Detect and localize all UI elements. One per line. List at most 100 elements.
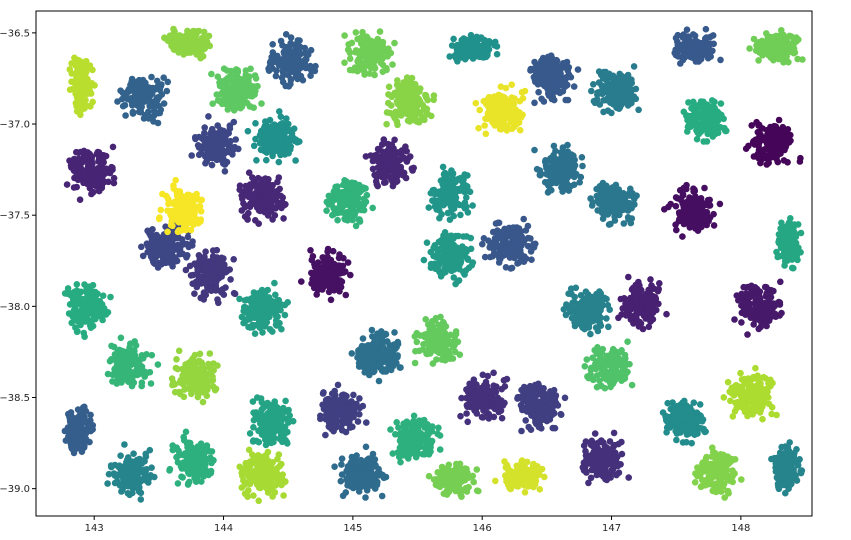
point [606, 306, 613, 314]
point [292, 157, 299, 164]
point [223, 268, 230, 275]
point [699, 116, 707, 123]
point [536, 171, 544, 179]
point [450, 249, 458, 257]
point [229, 151, 236, 158]
point [690, 185, 697, 192]
point [383, 109, 391, 116]
point [63, 181, 71, 188]
point [383, 66, 390, 74]
point [690, 203, 697, 211]
point [548, 95, 556, 103]
point [628, 79, 635, 87]
point [256, 196, 264, 204]
point [234, 73, 241, 80]
point [435, 206, 443, 214]
point [413, 90, 420, 98]
point [406, 102, 413, 110]
point [282, 82, 290, 90]
point [502, 84, 510, 92]
point [615, 314, 622, 322]
point [342, 291, 350, 299]
point [435, 197, 442, 204]
cluster-26 [420, 229, 477, 288]
point [229, 97, 236, 104]
point [649, 316, 657, 323]
point [212, 278, 220, 285]
point [630, 63, 638, 70]
point [199, 136, 207, 143]
point [398, 147, 406, 154]
cluster-9 [472, 81, 529, 138]
cluster-34 [773, 215, 805, 272]
point [157, 206, 165, 214]
point [403, 90, 410, 97]
point [263, 156, 270, 164]
point [244, 127, 252, 135]
point [672, 221, 679, 228]
point [276, 136, 284, 143]
point [162, 259, 170, 267]
point [481, 122, 489, 129]
point [188, 152, 195, 159]
point [109, 164, 116, 171]
point [139, 76, 147, 84]
point [776, 32, 783, 40]
point [250, 142, 258, 150]
point [755, 153, 762, 160]
point [214, 73, 222, 80]
point [699, 199, 707, 207]
point [447, 180, 454, 188]
point [346, 183, 353, 190]
point [200, 289, 208, 296]
point [66, 66, 74, 73]
point [208, 149, 216, 156]
point [702, 25, 710, 33]
point [202, 248, 209, 255]
point [165, 200, 172, 208]
point [335, 254, 343, 262]
point [187, 226, 195, 234]
point [462, 245, 469, 253]
point [178, 216, 186, 223]
point [772, 123, 780, 130]
point [567, 73, 575, 81]
point [408, 108, 416, 116]
point [82, 69, 90, 76]
point [230, 289, 238, 297]
point [287, 34, 295, 41]
point [692, 193, 699, 200]
point [540, 98, 548, 105]
point [394, 77, 401, 84]
point [189, 34, 196, 41]
point [751, 141, 759, 148]
point [711, 98, 718, 106]
point [175, 227, 183, 234]
point [796, 158, 804, 165]
point [292, 136, 300, 143]
point [378, 141, 386, 148]
point [272, 72, 280, 80]
point [603, 73, 611, 80]
point [90, 188, 97, 196]
point [245, 77, 252, 84]
point [455, 43, 462, 51]
point [531, 65, 538, 72]
point [631, 295, 639, 303]
point [706, 122, 713, 129]
point [490, 249, 498, 257]
point [693, 111, 700, 118]
point [394, 92, 401, 99]
point [402, 174, 410, 182]
point [609, 194, 617, 201]
point [460, 233, 467, 240]
point [88, 80, 96, 87]
point [155, 236, 162, 244]
point [310, 275, 317, 283]
point [418, 114, 426, 122]
point [312, 284, 319, 291]
point [217, 270, 224, 278]
point [531, 99, 538, 107]
point [289, 68, 297, 75]
